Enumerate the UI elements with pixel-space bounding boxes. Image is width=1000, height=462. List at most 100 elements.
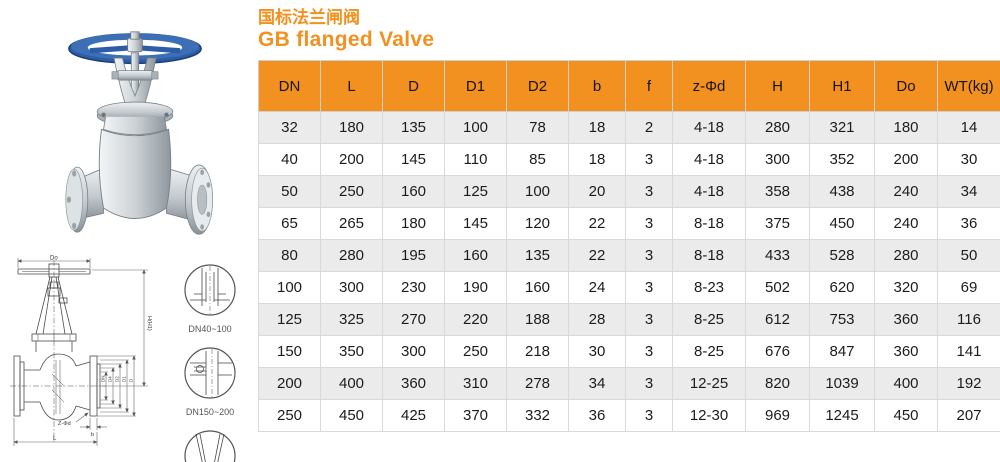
- table-cell: 450: [809, 207, 875, 240]
- table-cell: 3: [625, 271, 673, 304]
- column-header: WT(kg): [937, 60, 1000, 112]
- table-cell: 180: [874, 111, 938, 144]
- table-row: 100 300 230 190 160 24 3 8-23 502 620 320 69: [258, 271, 1000, 304]
- column-header: Do: [874, 60, 938, 112]
- dim-label-d4: D4: [108, 376, 113, 382]
- table-cell: 100: [258, 271, 321, 304]
- table-cell: 358: [745, 175, 810, 208]
- table-cell: 120: [506, 207, 569, 240]
- table-cell: 250: [444, 335, 507, 368]
- table-cell: 200: [320, 143, 383, 176]
- flange-detail-views: DN40~100 DN150~200 DN40~80: [178, 262, 242, 462]
- table-cell: 200: [874, 143, 938, 176]
- table-cell: 820: [745, 367, 810, 400]
- table-cell: 8-23: [672, 271, 746, 304]
- table-cell: 8-18: [672, 239, 746, 272]
- column-header: D2: [506, 60, 569, 112]
- column-header: z-Φd: [672, 60, 746, 112]
- table-cell: 360: [382, 367, 445, 400]
- table-cell: 12-30: [672, 399, 746, 432]
- column-header: L: [320, 60, 383, 112]
- table-row: 32 180 135 100 78 18 2 4-18 280 321 180 14: [258, 111, 1000, 144]
- valve-dimension-drawing: Do H(H1) DN D4 D2 D1 D: [6, 254, 176, 460]
- table-cell: 50: [258, 175, 321, 208]
- table-cell: 36: [937, 207, 1000, 240]
- content-right: 国标法兰闸阀 GB flanged Valve DN L D D1 D2 b f z-Φd H H…: [258, 8, 1000, 432]
- table-cell: 230: [382, 271, 445, 304]
- table-cell: 24: [568, 271, 626, 304]
- table-row: 40 200 145 110 85 18 3 4-18 300 352 200 30: [258, 143, 1000, 176]
- table-cell: 350: [320, 335, 383, 368]
- table-cell: 360: [874, 303, 938, 336]
- column-header: H: [745, 60, 810, 112]
- dim-label-b: b: [91, 432, 94, 438]
- table-cell: 3: [625, 367, 673, 400]
- table-cell: 280: [320, 239, 383, 272]
- table-row: 125 325 270 220 188 28 3 8-25 612 753 360 116: [258, 303, 1000, 336]
- table-cell: 30: [937, 143, 1000, 176]
- table-cell: 370: [444, 399, 507, 432]
- table-cell: 100: [444, 111, 507, 144]
- flange-detail-2: DN150~200: [178, 345, 242, 417]
- table-cell: 320: [874, 271, 938, 304]
- table-cell: 4-18: [672, 143, 746, 176]
- table-cell: 280: [874, 239, 938, 272]
- table-cell: 34: [568, 367, 626, 400]
- table-cell: 80: [258, 239, 321, 272]
- dim-label-l: L: [53, 436, 57, 442]
- table-cell: 450: [320, 399, 383, 432]
- table-cell: 300: [745, 143, 810, 176]
- table-cell: 207: [937, 399, 1000, 432]
- table-cell: 22: [568, 239, 626, 272]
- table-cell: 250: [258, 399, 321, 432]
- valve-body: [65, 128, 214, 235]
- table-row: 50 250 160 125 100 20 3 4-18 358 438 240 34: [258, 175, 1000, 208]
- flange-detail-3: DN40~80: [178, 428, 242, 462]
- dim-l: L: [13, 418, 98, 446]
- table-cell: 20: [568, 175, 626, 208]
- table-cell: 190: [444, 271, 507, 304]
- table-cell: 300: [382, 335, 445, 368]
- handwheel: [68, 31, 202, 65]
- table-cell: 438: [809, 175, 875, 208]
- table-cell: 18: [568, 111, 626, 144]
- table-cell: 34: [937, 175, 1000, 208]
- table-cell: 160: [382, 175, 445, 208]
- table-cell: 195: [382, 239, 445, 272]
- table-cell: 3: [625, 335, 673, 368]
- table-cell: 100: [506, 175, 569, 208]
- table-row: 200 400 360 310 278 34 3 12-25 820 1039 400 192: [258, 367, 1000, 400]
- table-cell: 265: [320, 207, 383, 240]
- table-cell: 528: [809, 239, 875, 272]
- table-cell: 32: [258, 111, 321, 144]
- dim-label-d1: D1: [122, 376, 127, 382]
- table-cell: 110: [444, 143, 507, 176]
- detail-label: DN150~200: [185, 407, 235, 417]
- table-cell: 8-18: [672, 207, 746, 240]
- dim-flange-diameters: DN D4 D2 D1 D: [97, 355, 136, 417]
- page-title-chinese: 国标法兰闸阀: [258, 8, 360, 27]
- table-body: 32 180 135 100 78 18 2 4-18 280 321 180 14 40 200 145 1…: [258, 111, 1000, 432]
- dim-do: Do: [17, 256, 91, 268]
- table-cell: 676: [745, 335, 810, 368]
- table-cell: 150: [258, 335, 321, 368]
- table-cell: 3: [625, 207, 673, 240]
- column-header: H1: [809, 60, 875, 112]
- table-cell: 753: [809, 303, 875, 336]
- table-cell: 847: [809, 335, 875, 368]
- table-cell: 502: [745, 271, 810, 304]
- table-cell: 116: [937, 303, 1000, 336]
- table-cell: 3: [625, 175, 673, 208]
- column-header: f: [625, 60, 673, 112]
- table-cell: 270: [382, 303, 445, 336]
- table-cell: 278: [506, 367, 569, 400]
- valve-photo: [30, 14, 240, 250]
- table-cell: 433: [745, 239, 810, 272]
- table-cell: 160: [506, 271, 569, 304]
- table-cell: 220: [444, 303, 507, 336]
- page-title-english: GB flanged Valve: [258, 28, 435, 51]
- body-outline: [13, 353, 101, 421]
- table-cell: 145: [382, 143, 445, 176]
- table-cell: 3: [625, 143, 673, 176]
